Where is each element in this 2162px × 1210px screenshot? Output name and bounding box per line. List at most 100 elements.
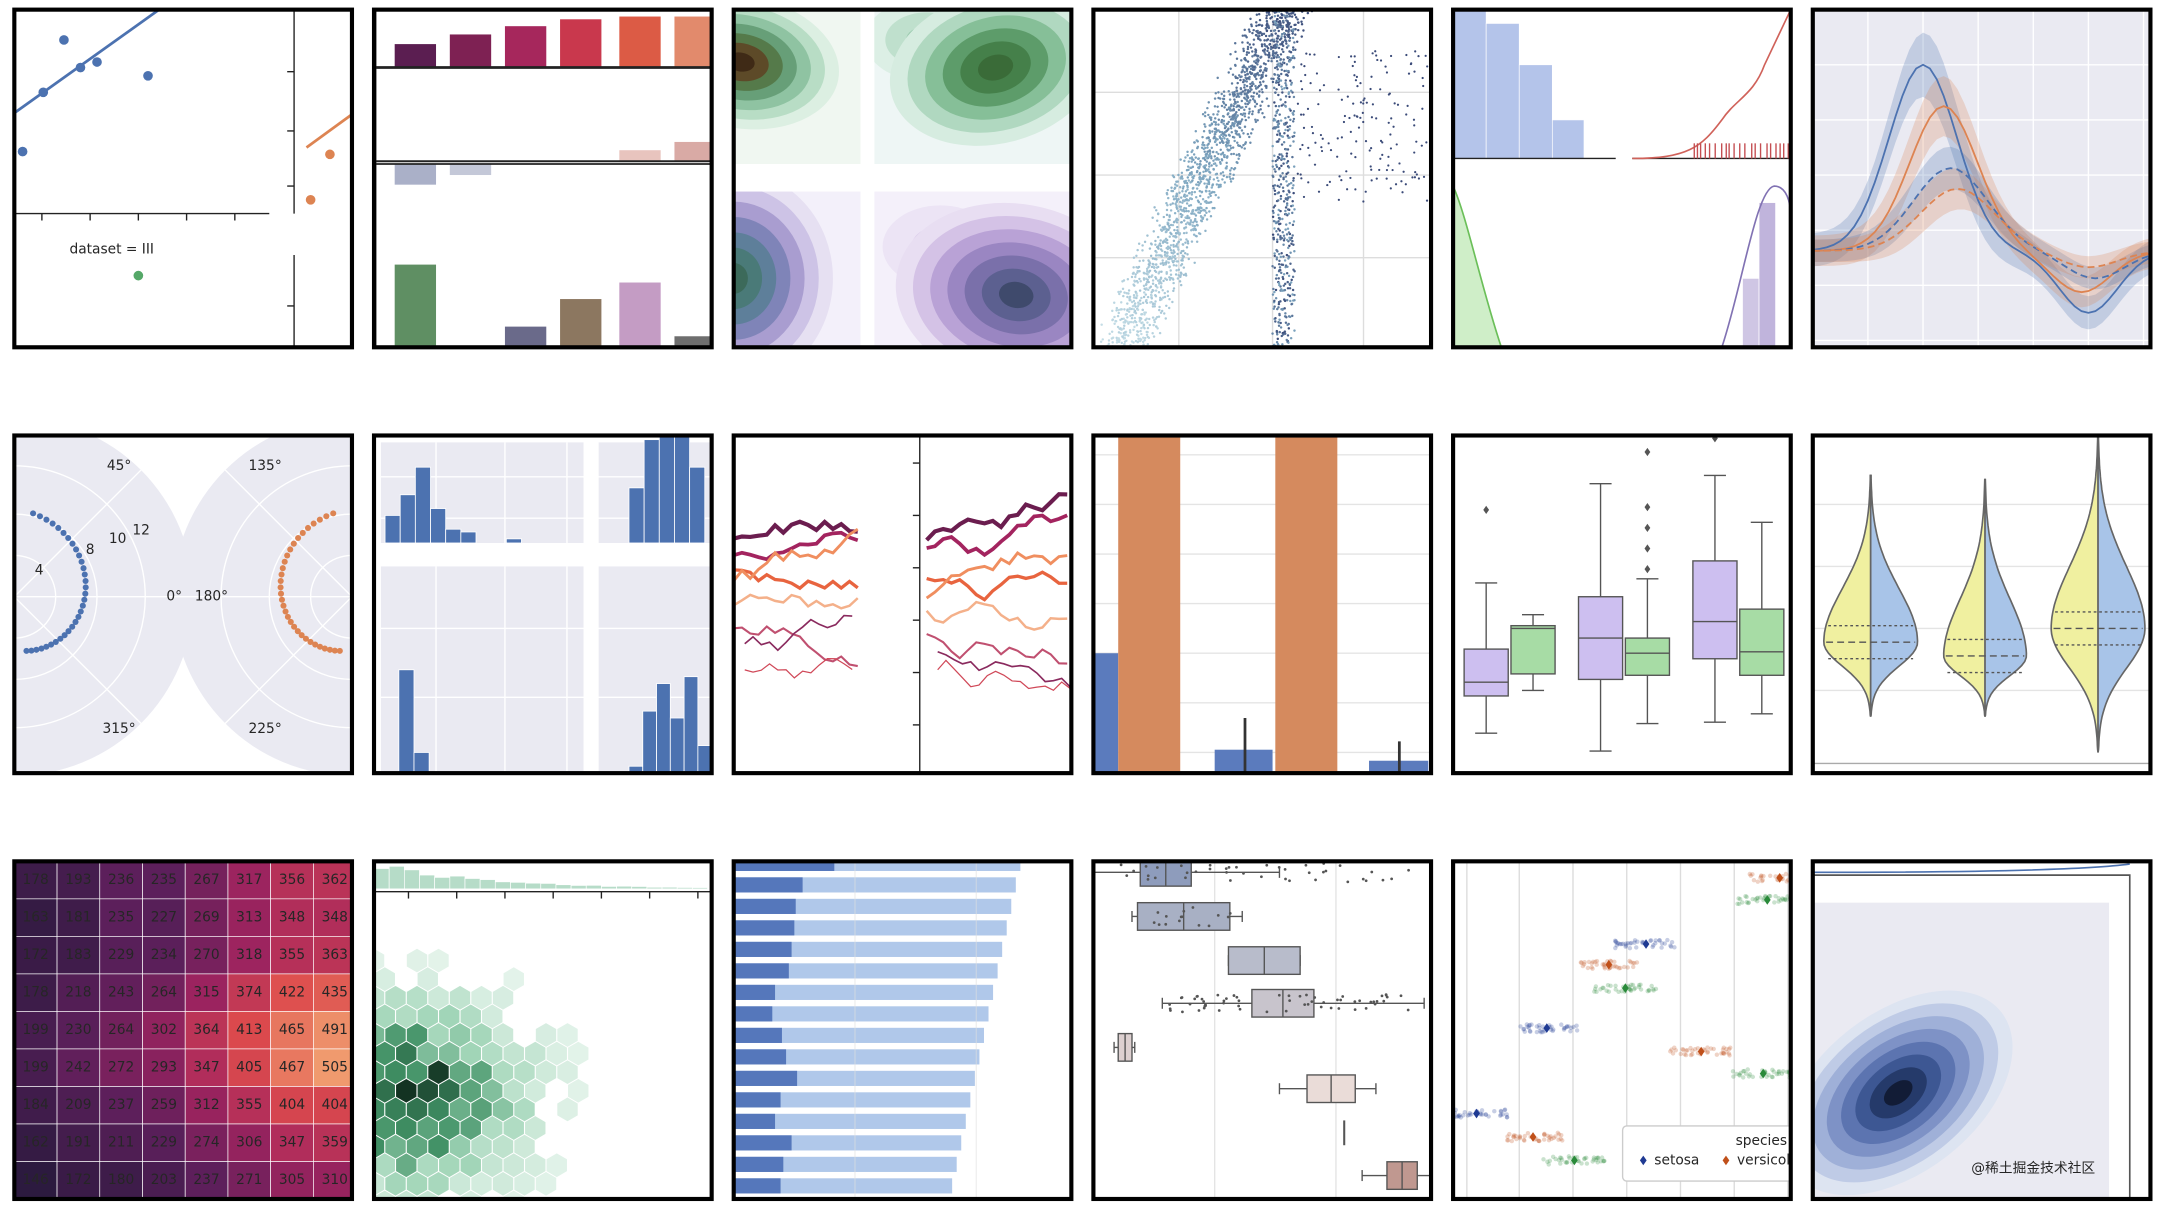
dot — [1284, 128, 1287, 132]
dot — [1364, 190, 1367, 193]
dot — [1265, 863, 1269, 867]
dot — [1274, 104, 1278, 108]
dot — [1100, 323, 1103, 326]
dot — [1206, 146, 1209, 149]
dot — [1115, 339, 1119, 342]
dot — [1318, 89, 1322, 92]
shape — [417, 1078, 438, 1103]
dot — [1156, 327, 1159, 330]
rect — [642, 710, 657, 774]
dot — [1264, 27, 1268, 30]
dot — [1273, 252, 1276, 255]
dot — [1280, 88, 1284, 91]
dot — [1265, 29, 1269, 32]
dot — [1281, 275, 1284, 279]
heatmap-cell — [14, 1086, 58, 1125]
dot — [1294, 0, 1296, 2]
dot — [1146, 234, 1149, 237]
dot — [43, 643, 50, 650]
dot — [1245, 80, 1249, 83]
dot — [1766, 1072, 1771, 1078]
panel-plot — [1453, 9, 1791, 348]
dot — [1595, 1155, 1601, 1161]
dot — [1280, 308, 1283, 311]
shape — [926, 570, 1068, 602]
dot — [1283, 307, 1286, 310]
rect — [12, 7, 355, 350]
dot — [1288, 39, 1291, 43]
dot — [1260, 88, 1264, 91]
dot — [1755, 895, 1760, 901]
shape — [385, 985, 406, 1010]
dot — [1281, 61, 1285, 64]
dot — [1285, 19, 1288, 22]
dot — [1284, 312, 1287, 315]
dot — [1803, 879, 1807, 883]
dot — [1421, 107, 1424, 110]
dot — [72, 618, 79, 625]
dot — [1390, 117, 1393, 120]
shape — [1632, 9, 1791, 160]
shape — [482, 1078, 503, 1103]
dot — [1279, 16, 1282, 19]
shape — [374, 985, 385, 1010]
dot — [304, 524, 312, 531]
dot — [1243, 108, 1246, 112]
dot — [1249, 67, 1253, 71]
dot — [1283, 132, 1286, 135]
dot — [1130, 300, 1134, 304]
dot — [1209, 116, 1213, 119]
dot — [1659, 945, 1664, 950]
dot — [1281, 171, 1284, 175]
dot — [336, 647, 343, 654]
dot — [1291, 46, 1295, 49]
dot — [1705, 1045, 1710, 1050]
dot — [1249, 82, 1252, 86]
dot — [1458, 1115, 1464, 1120]
dot — [1135, 279, 1139, 283]
dot — [1284, 223, 1288, 226]
dot — [1279, 58, 1283, 61]
shape — [535, 1060, 557, 1085]
rect — [560, 299, 602, 348]
dot — [1244, 66, 1247, 69]
cell-label: 269 — [193, 910, 219, 926]
dot — [1186, 221, 1189, 224]
dot — [1133, 296, 1137, 299]
dot — [1140, 321, 1143, 325]
dot — [1180, 171, 1184, 175]
dot — [1286, 125, 1289, 129]
rect — [505, 538, 522, 544]
dot — [1277, 281, 1281, 285]
dot — [1271, 80, 1275, 84]
dot — [1767, 873, 1773, 879]
dot — [1265, 67, 1268, 71]
shape — [1812, 32, 2151, 330]
dot — [1406, 104, 1409, 107]
dot — [1138, 318, 1142, 322]
dot — [1285, 203, 1289, 207]
dot — [1282, 284, 1286, 287]
dot — [1212, 159, 1215, 162]
dot — [1426, 65, 1429, 68]
dot — [1123, 350, 1125, 352]
shape — [428, 1171, 449, 1196]
dot — [1480, 1112, 1485, 1117]
panel-plot — [733, 861, 1072, 1199]
dot — [1235, 995, 1239, 999]
dot — [1754, 896, 1760, 901]
dot — [1157, 282, 1161, 285]
dot — [1284, 877, 1287, 881]
dot — [1582, 960, 1587, 965]
dot — [1246, 102, 1249, 106]
shape — [385, 1171, 406, 1196]
dot — [1283, 35, 1286, 38]
dot — [1155, 263, 1158, 266]
dot — [1272, 86, 1276, 90]
dot — [1137, 364, 1139, 366]
dot — [1375, 177, 1378, 180]
cell-label: 413 — [236, 1022, 262, 1038]
dot — [1425, 199, 1429, 202]
dot — [1257, 73, 1261, 77]
heatmap-cell — [99, 898, 143, 937]
